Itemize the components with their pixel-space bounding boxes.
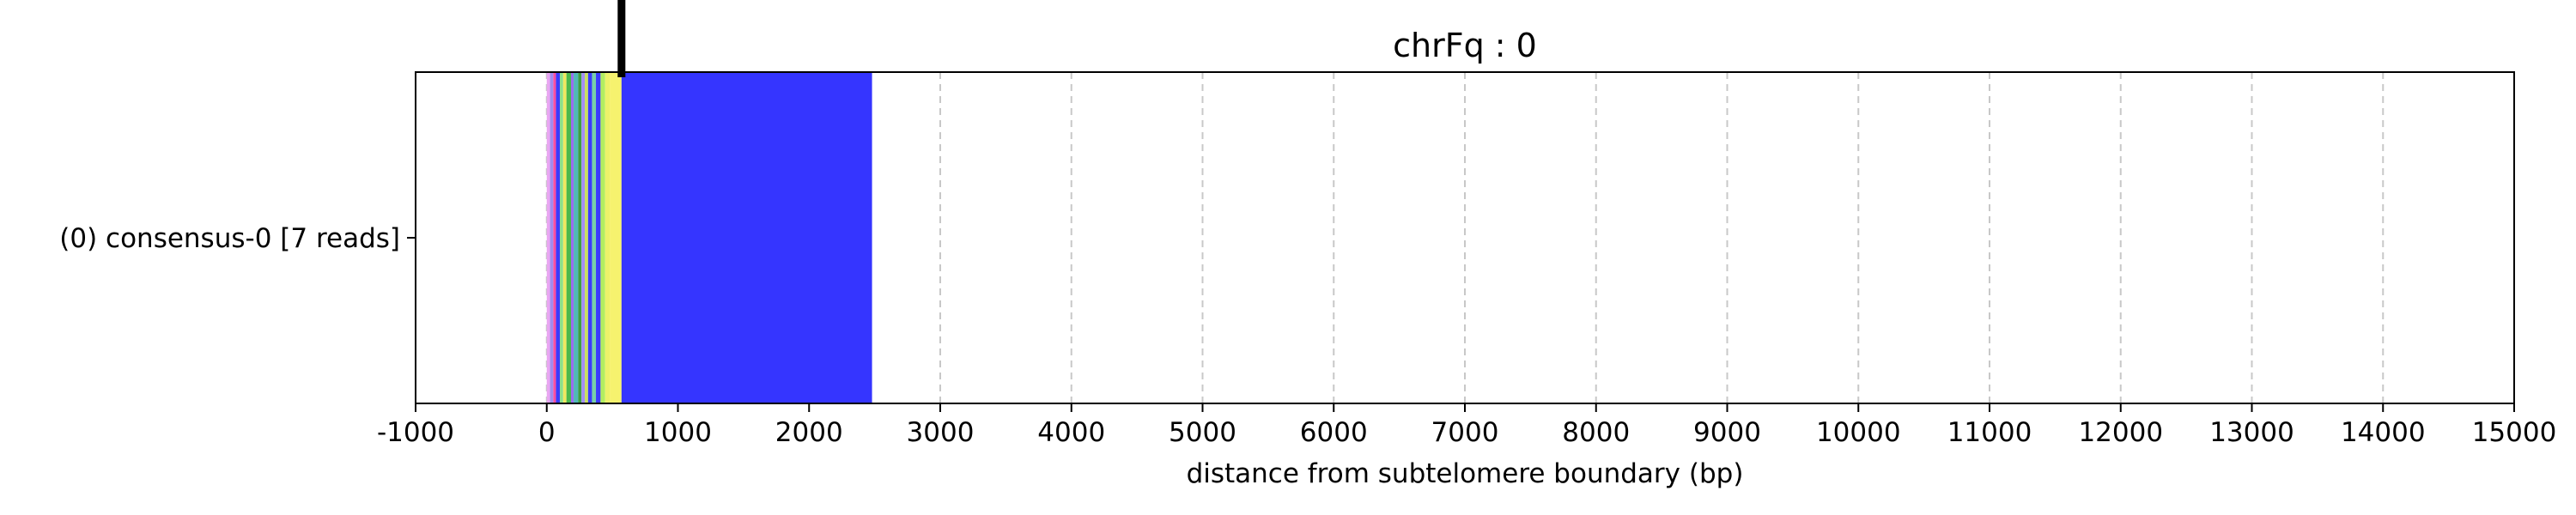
x-tick-label: 2000 <box>775 417 843 448</box>
x-tick-label: -1000 <box>377 417 454 448</box>
bar-segment <box>621 72 872 403</box>
bar-segment <box>566 72 572 403</box>
x-tick-label: 6000 <box>1300 417 1368 448</box>
x-tick-label: 10000 <box>1816 417 1901 448</box>
bar-segment <box>610 72 622 403</box>
x-tick-label: 5000 <box>1169 417 1236 448</box>
bar-segment <box>587 72 592 403</box>
y-tick-label: (0) consensus-0 [7 reads] <box>59 223 400 254</box>
y-axis-ticks: (0) consensus-0 [7 reads] <box>59 223 416 254</box>
x-tick-label: 14000 <box>2341 417 2426 448</box>
bar-segment <box>600 72 605 403</box>
x-tick-label: 3000 <box>907 417 975 448</box>
x-tick-label: 7000 <box>1431 417 1499 448</box>
bar-segment <box>556 72 561 403</box>
x-tick-label: 0 <box>538 417 556 448</box>
bar-segment <box>574 72 579 403</box>
x-tick-label: 8000 <box>1562 417 1630 448</box>
x-tick-label: 11000 <box>1947 417 2032 448</box>
bar-segment <box>560 72 563 403</box>
bar-segment <box>553 72 556 403</box>
bar-segment <box>546 72 550 403</box>
bar-segment <box>562 72 567 403</box>
x-tick-label: 12000 <box>2078 417 2163 448</box>
bar-segment <box>571 72 574 403</box>
bar-segment <box>585 72 588 403</box>
bar-segment <box>578 72 582 403</box>
bar-segment <box>605 72 611 403</box>
x-tick-label: 1000 <box>644 417 712 448</box>
bar-segment <box>592 72 597 403</box>
x-tick-label: 9000 <box>1693 417 1761 448</box>
bar-segment <box>596 72 601 403</box>
x-tick-label: 4000 <box>1037 417 1105 448</box>
x-tick-label: 13000 <box>2209 417 2294 448</box>
bar-segment <box>550 72 554 403</box>
chart-title: chrFq : 0 <box>1393 27 1537 64</box>
x-axis-label: distance from subtelomere boundary (bp) <box>1187 458 1744 489</box>
bar-segments <box>546 72 872 403</box>
x-axis-ticks: -1000 0 1000 2000 3000 4000 5000 6000 7000 8000 90… <box>377 403 2556 448</box>
x-tick-label: 15000 <box>2472 417 2557 448</box>
bar-segment <box>581 72 586 403</box>
